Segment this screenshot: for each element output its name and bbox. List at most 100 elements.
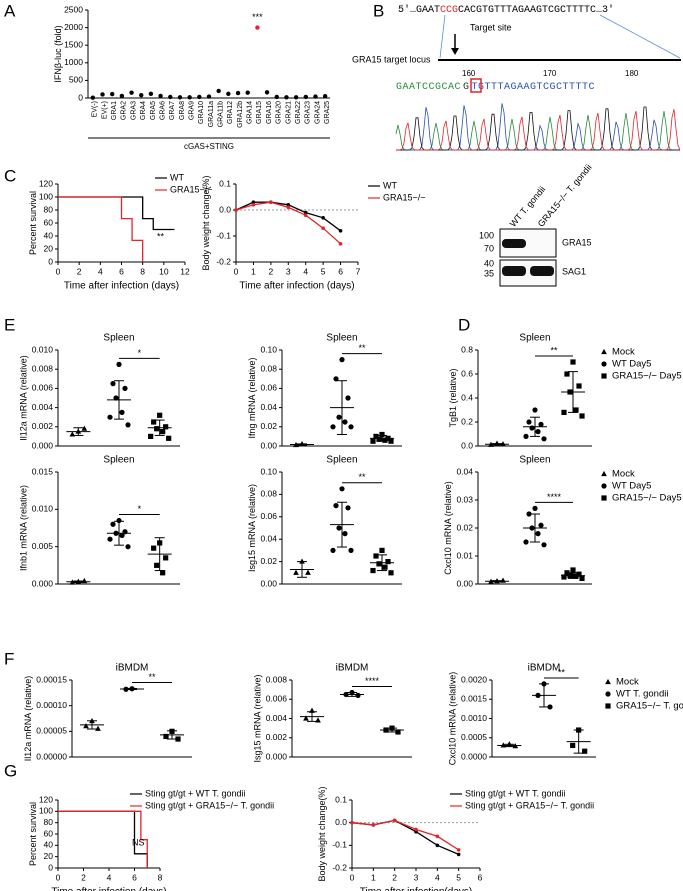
group-label: cGAS+STING (184, 142, 234, 151)
legend-label: GRA15−/− T. gondii (616, 701, 683, 712)
y-tick-label: 80 (44, 817, 54, 827)
point (251, 200, 256, 204)
y-tick-label: 0.04 (456, 466, 473, 476)
point (605, 678, 611, 685)
y-tick-label: 0.6 (461, 368, 473, 378)
point (129, 90, 134, 95)
point (456, 852, 461, 857)
y-tick-label: 0.006 (32, 383, 54, 393)
series-line (58, 196, 144, 262)
point (345, 395, 351, 401)
y-axis-label: Ifng mRNA (relative) (247, 357, 257, 438)
panel-letter: A (4, 1, 16, 20)
y-tick-label: 0.00 (260, 578, 277, 588)
x-tick-label: GRA20 (276, 101, 283, 124)
y-tick-label: -0.2 (216, 256, 231, 266)
x-tick-label: GRA22 (295, 101, 302, 124)
y-tick-label: 0.004 (32, 402, 54, 412)
y-tick-label: 0 (78, 92, 83, 102)
point (95, 725, 101, 731)
point (177, 95, 183, 100)
point (373, 433, 379, 439)
seq-pam: CCG (440, 5, 458, 16)
point (330, 547, 336, 554)
y-tick-label: 2000 (64, 22, 83, 32)
blot-band (530, 266, 554, 276)
x-tick-label: 1 (251, 266, 256, 276)
chart-title: Spleen (326, 455, 357, 466)
y-tick-label: 0.000 (32, 578, 54, 588)
y-tick-label: 0.002 (266, 732, 288, 742)
y-tick-label: 500 (69, 75, 83, 85)
y-axis-label: IFNβ-luc (fold) (53, 25, 63, 82)
y-axis-label: Il12a mRNA (relative) (18, 355, 28, 441)
blot-band (502, 266, 526, 276)
sig-label: ** (558, 667, 566, 677)
y-axis-label: Body weight change(%) (201, 175, 211, 270)
y-tick-label: 0.00010 (36, 700, 67, 710)
x-tick-label: GRA7 (169, 101, 176, 120)
y-tick-label: 0.008 (32, 363, 54, 373)
point (158, 93, 163, 99)
y-tick-label: 0.08 (260, 363, 277, 373)
point (83, 723, 89, 729)
point (526, 419, 532, 425)
point (547, 704, 553, 710)
x-tick-label: GRA2 (121, 101, 128, 120)
point (216, 88, 221, 94)
y-tick-label: 1500 (64, 39, 83, 49)
sig-label: * (138, 504, 142, 514)
chart-title: iBMDM (528, 663, 561, 674)
position-label: 180 (625, 69, 639, 78)
y-tick-label: 0.02 (260, 556, 277, 566)
y-tick-label: 0.000 (32, 440, 54, 450)
x-tick-label: GRA25 (324, 101, 331, 124)
point (293, 569, 299, 575)
point (197, 94, 202, 100)
target-sequence: 5'…GAATCCGCACGTGTTTAGAAGTCGCTTTTC…3' (398, 4, 614, 16)
point (345, 505, 351, 511)
point (373, 553, 379, 559)
point (116, 517, 122, 524)
point (284, 95, 289, 100)
point (163, 555, 169, 561)
x-tick-label: 8 (140, 266, 145, 276)
point (269, 200, 273, 204)
y-tick-label: 0.04 (260, 402, 277, 412)
chart-title: Spleen (103, 455, 134, 466)
y-tick-label: 2500 (64, 4, 83, 14)
y-axis-label: Il12a mRNA (relative) (23, 676, 33, 762)
y-tick-label: 0.000 (266, 751, 288, 761)
point (576, 383, 582, 389)
point (561, 574, 567, 580)
point (570, 742, 576, 749)
x-tick-label: EV(-) (92, 101, 99, 117)
x-axis-label: Time after infection (days) (64, 281, 179, 292)
mw-marker: 70 (484, 243, 494, 253)
point (570, 567, 576, 573)
x-tick-label: EV(+) (101, 101, 108, 119)
y-axis-label: Isg15 mRNA (relative) (252, 674, 262, 762)
y-axis-label: Percent survival (28, 191, 38, 255)
read-edited: G (463, 82, 470, 93)
x-tick-label: GRA11b (218, 101, 225, 127)
y-tick-label: 0.002 (32, 421, 54, 431)
point (523, 433, 529, 439)
point (385, 559, 391, 565)
point (303, 715, 309, 721)
x-tick-label: 4 (435, 872, 440, 882)
x-tick-label: 5 (456, 872, 461, 882)
arrow-head (451, 48, 459, 55)
x-tick-label: 0 (56, 266, 61, 276)
y-tick-label: 0 (48, 256, 53, 266)
legend-label: Mock (616, 677, 639, 688)
point (348, 424, 354, 430)
x-tick-label: 6 (132, 872, 137, 882)
point (336, 525, 342, 531)
point (286, 205, 291, 210)
x-tick-label: GRA12b (237, 101, 244, 128)
point (564, 570, 570, 576)
x-tick-label: GRA14 (247, 101, 254, 124)
point (163, 733, 169, 740)
